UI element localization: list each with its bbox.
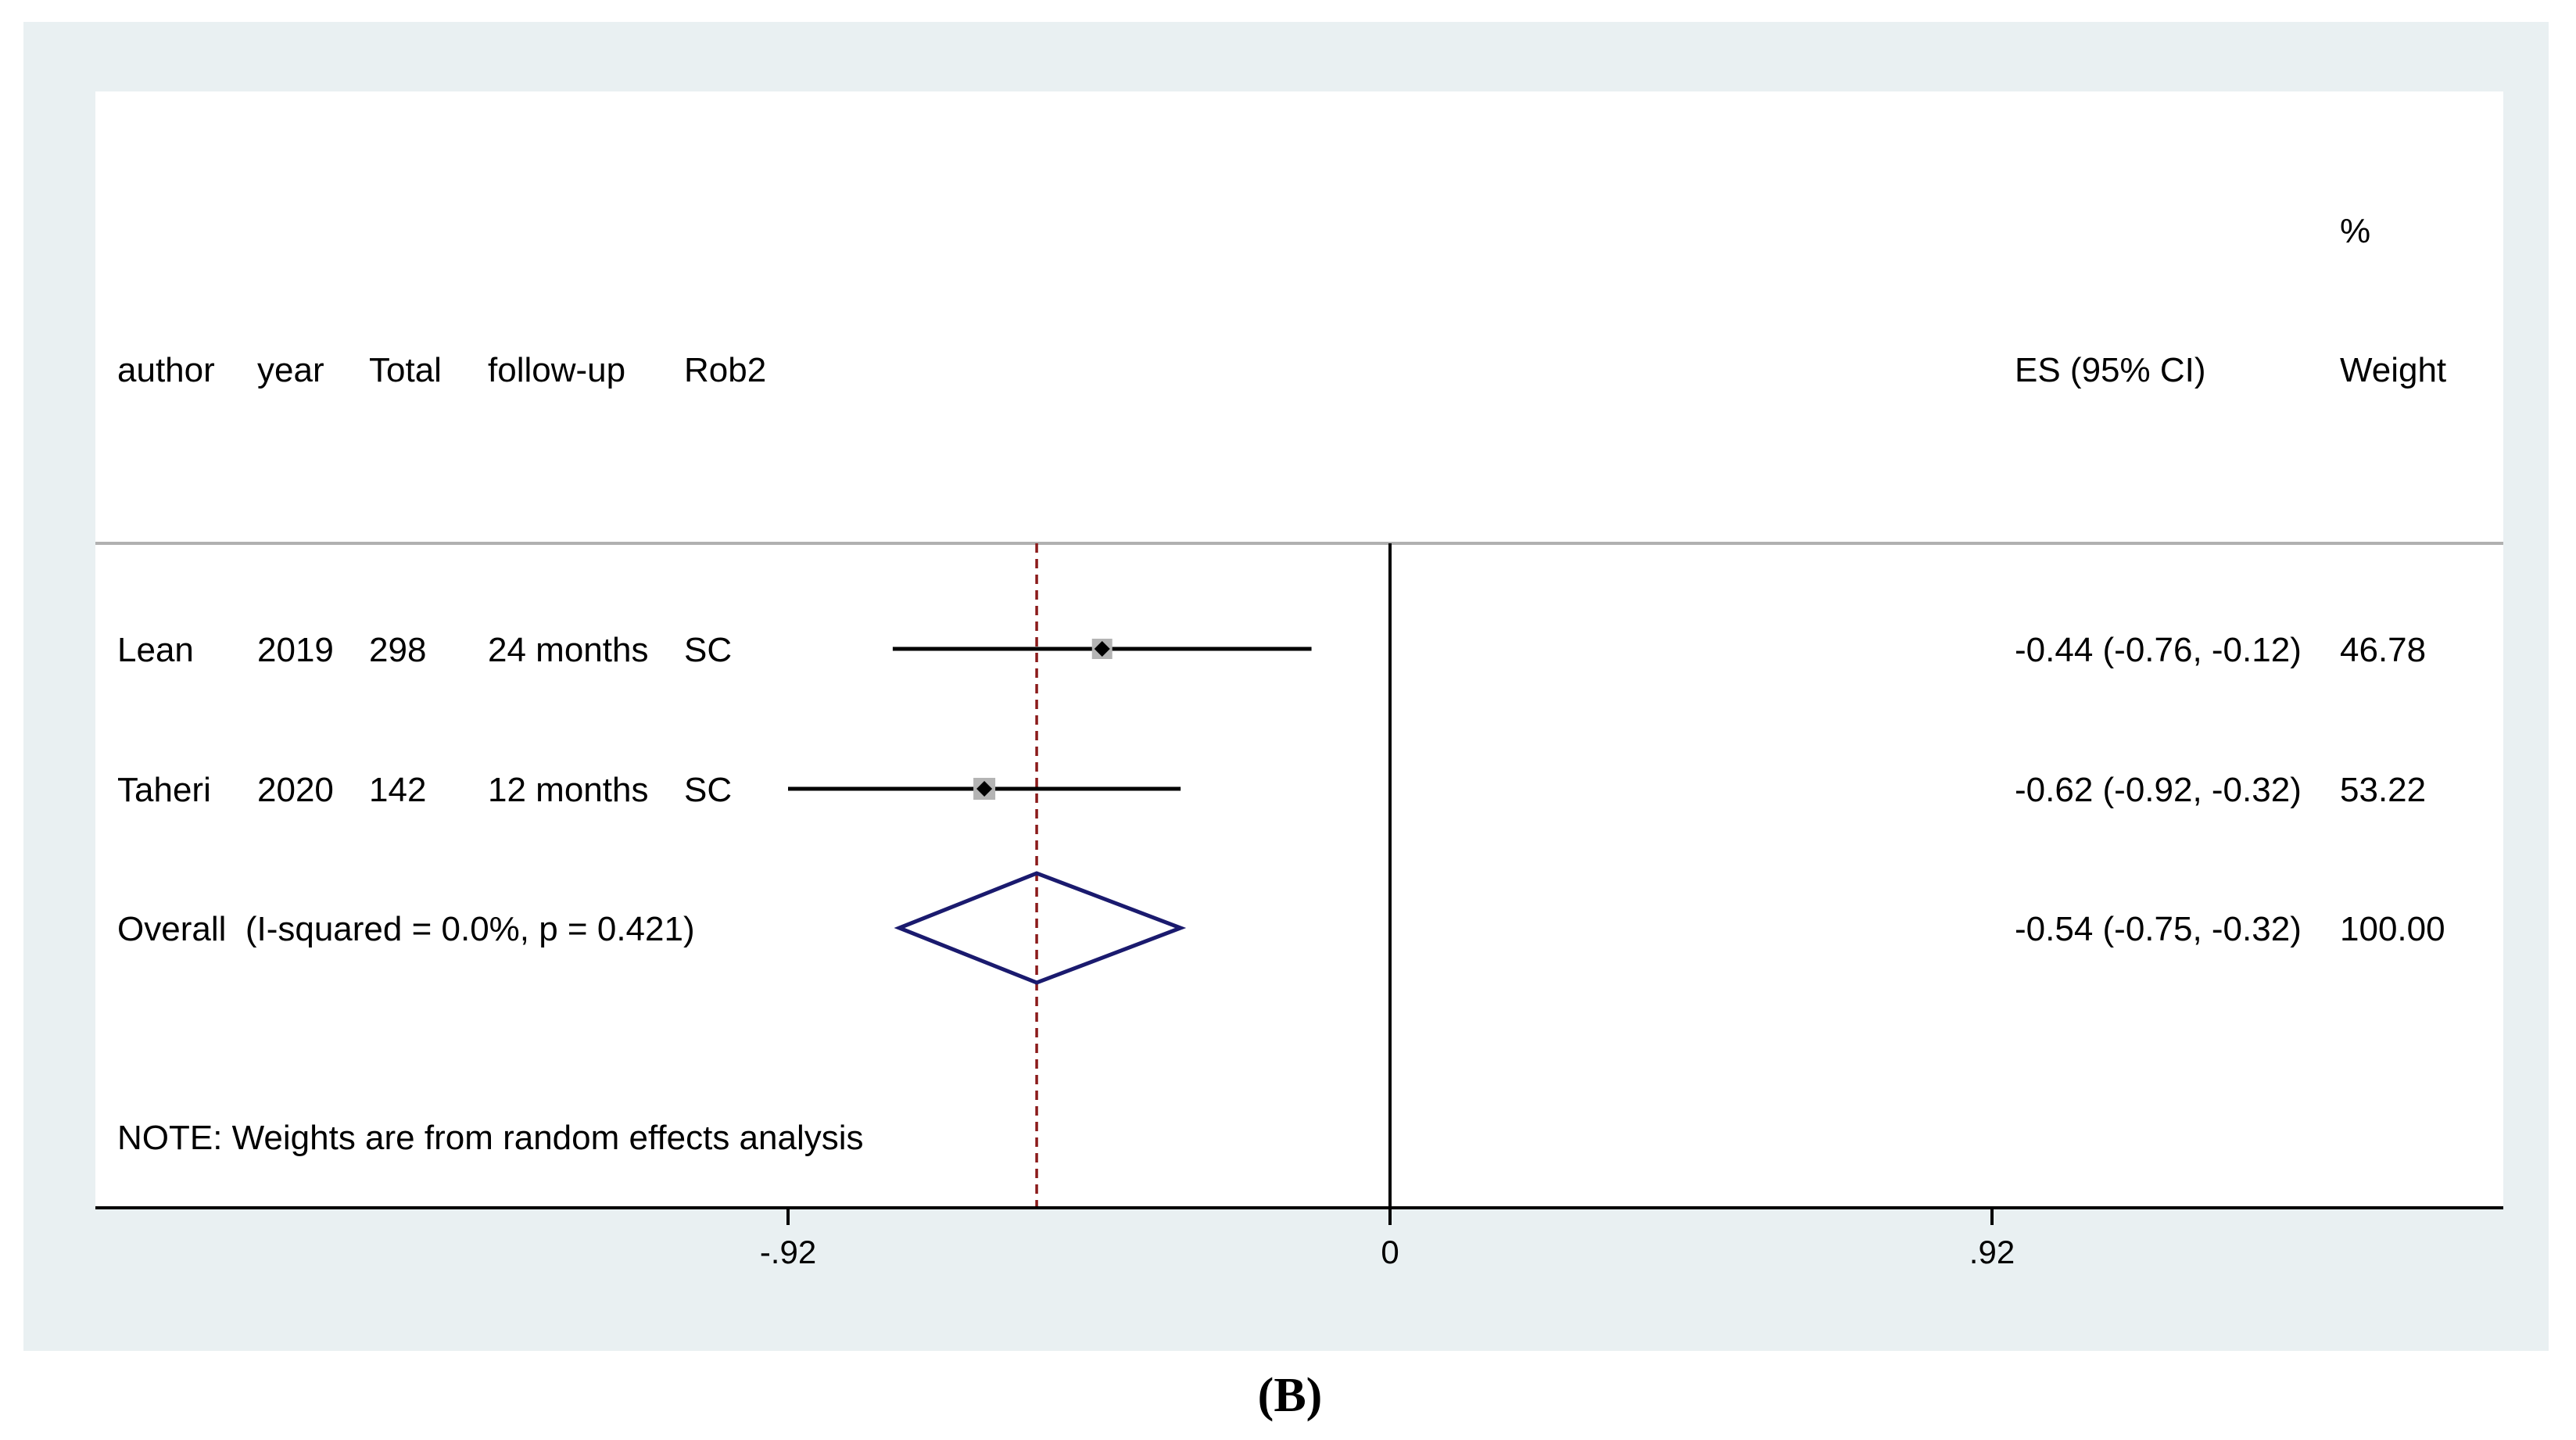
header-rob2: Rob2	[684, 351, 766, 389]
study-point-estimate	[1094, 641, 1110, 657]
study-es-text: -0.44 (-0.76, -0.12)	[2015, 631, 2302, 669]
x-tick-label: -.92	[760, 1234, 816, 1270]
x-tick-label: 0	[1381, 1234, 1399, 1270]
x-axis-ticks: -.92 0 .92	[760, 1208, 2015, 1270]
overall-label: Overall (I-squared = 0.0%, p = 0.421)	[117, 910, 695, 948]
study-point-estimate	[976, 781, 993, 797]
header-es: ES (95% CI)	[2015, 351, 2206, 389]
header-weight-pct: %	[2340, 212, 2370, 250]
overall-diamond	[894, 871, 1187, 985]
study-weight: 46.78	[2340, 631, 2426, 669]
header-year: year	[257, 351, 324, 389]
header-total: Total	[369, 351, 442, 389]
study-year: 2019	[257, 631, 334, 669]
header-author: author	[117, 351, 215, 389]
study-rob2: SC	[684, 771, 732, 809]
x-tick-label: .92	[1969, 1234, 2015, 1270]
overall-es-text: -0.54 (-0.75, -0.32)	[2015, 910, 2302, 948]
overall-row: Overall (I-squared = 0.0%, p = 0.421) -0…	[117, 910, 2445, 948]
panel-label: (B)	[1258, 1369, 1323, 1422]
study-followup: 12 months	[488, 771, 648, 809]
column-headers: author year Total follow-up Rob2 ES (95%…	[117, 212, 2446, 389]
study-rob2: SC	[684, 631, 732, 669]
study-author: Lean	[117, 631, 194, 669]
study-row-2: Taheri 2020 142 12 months SC -0.62 (-0.9…	[117, 771, 2426, 809]
study-total: 142	[369, 771, 426, 809]
study-weight: 53.22	[2340, 771, 2426, 809]
study-author: Taheri	[117, 771, 211, 809]
overall-weight: 100.00	[2340, 910, 2445, 948]
study-year: 2020	[257, 771, 334, 809]
study-es-text: -0.62 (-0.92, -0.32)	[2015, 771, 2302, 809]
study-total: 298	[369, 631, 426, 669]
plot-marks	[788, 639, 1312, 985]
study-row-1: Lean 2019 298 24 months SC -0.44 (-0.76,…	[117, 631, 2426, 669]
header-followup: follow-up	[488, 351, 625, 389]
study-followup: 24 months	[488, 631, 648, 669]
header-weight: Weight	[2340, 351, 2446, 389]
weights-note: NOTE: Weights are from random effects an…	[117, 1119, 864, 1157]
